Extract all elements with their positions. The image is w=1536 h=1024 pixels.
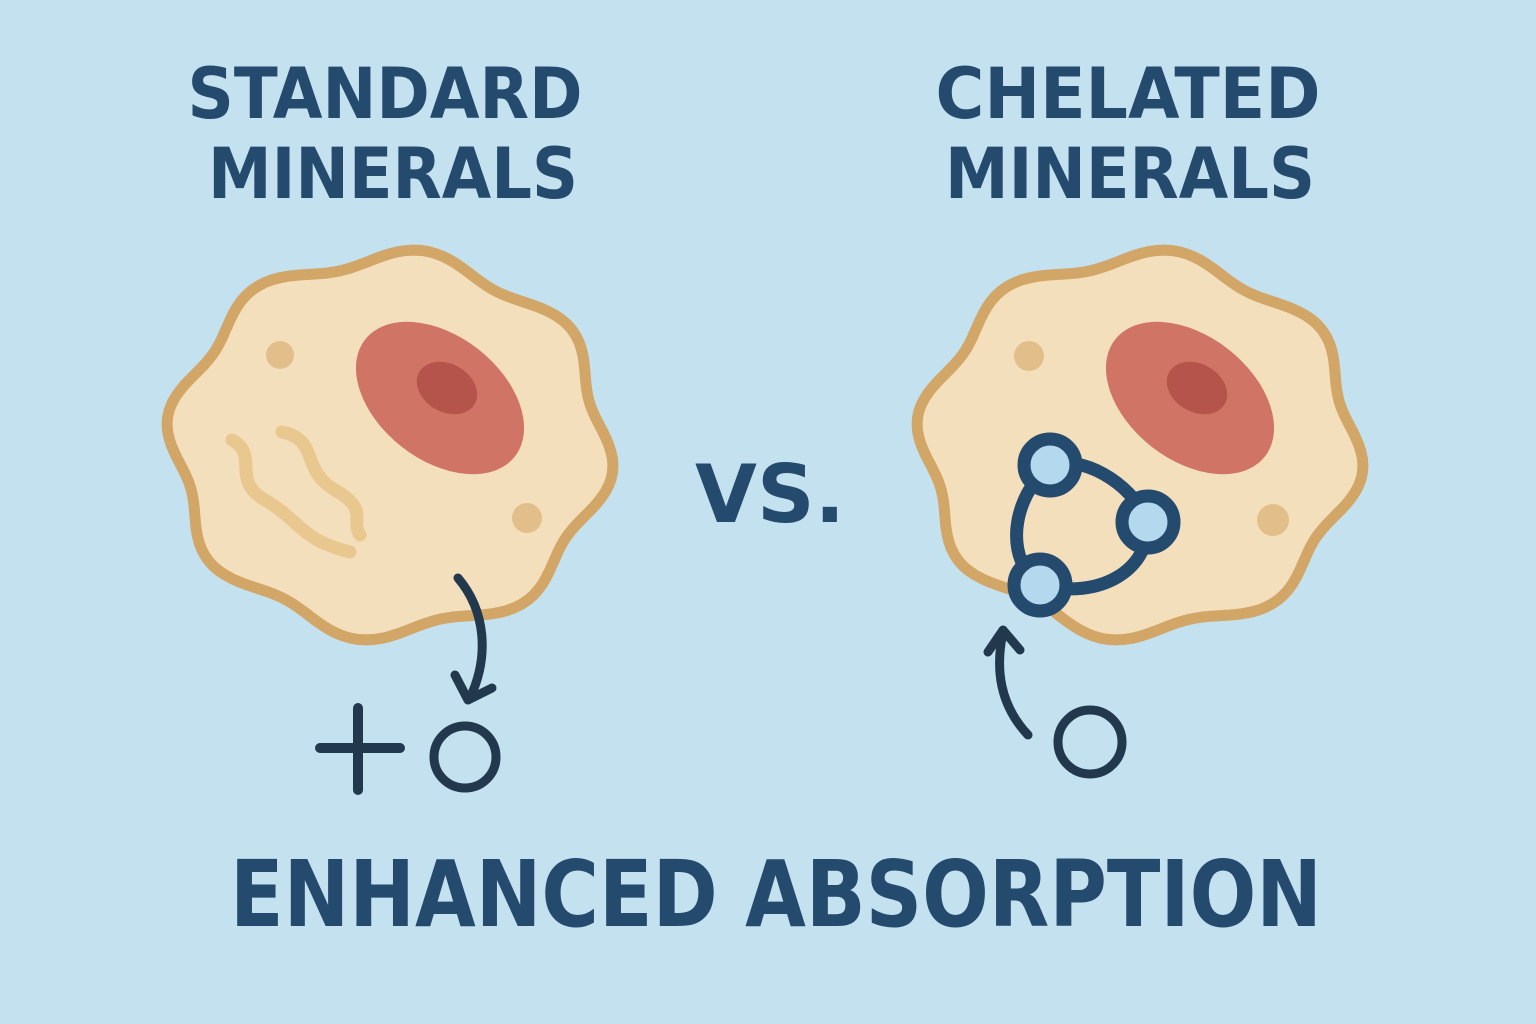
versus-label: VS. (695, 448, 845, 541)
organelle-dot (1014, 341, 1044, 371)
arrow-in-icon (983, 625, 1033, 740)
mineral-ion-icon (1053, 705, 1127, 779)
nucleolus (416, 361, 478, 415)
standard-cell (161, 244, 619, 646)
left-title-line2: MINERALS (208, 133, 578, 215)
right-title-line1: CHELATED (936, 53, 1321, 135)
organelle-dot (266, 341, 294, 369)
left-title-line1: STANDARD (188, 53, 583, 135)
organelle-dot (1257, 504, 1289, 536)
mitochondria-squiggle (275, 425, 367, 542)
plus-icon (315, 703, 405, 795)
chelate-molecule-icon (1007, 432, 1181, 618)
nucleolus (1166, 361, 1228, 415)
right-title-line2: MINERALS (945, 133, 1315, 215)
chelated-cell (911, 244, 1369, 646)
organelle-dot (512, 503, 542, 533)
arrow-out-icon (450, 573, 497, 705)
mitochondria-squiggle (225, 433, 357, 559)
footer-title: ENHANCED ABSORPTION (230, 841, 1322, 948)
cell-membrane (911, 244, 1369, 646)
mineral-ion-icon (429, 721, 501, 793)
